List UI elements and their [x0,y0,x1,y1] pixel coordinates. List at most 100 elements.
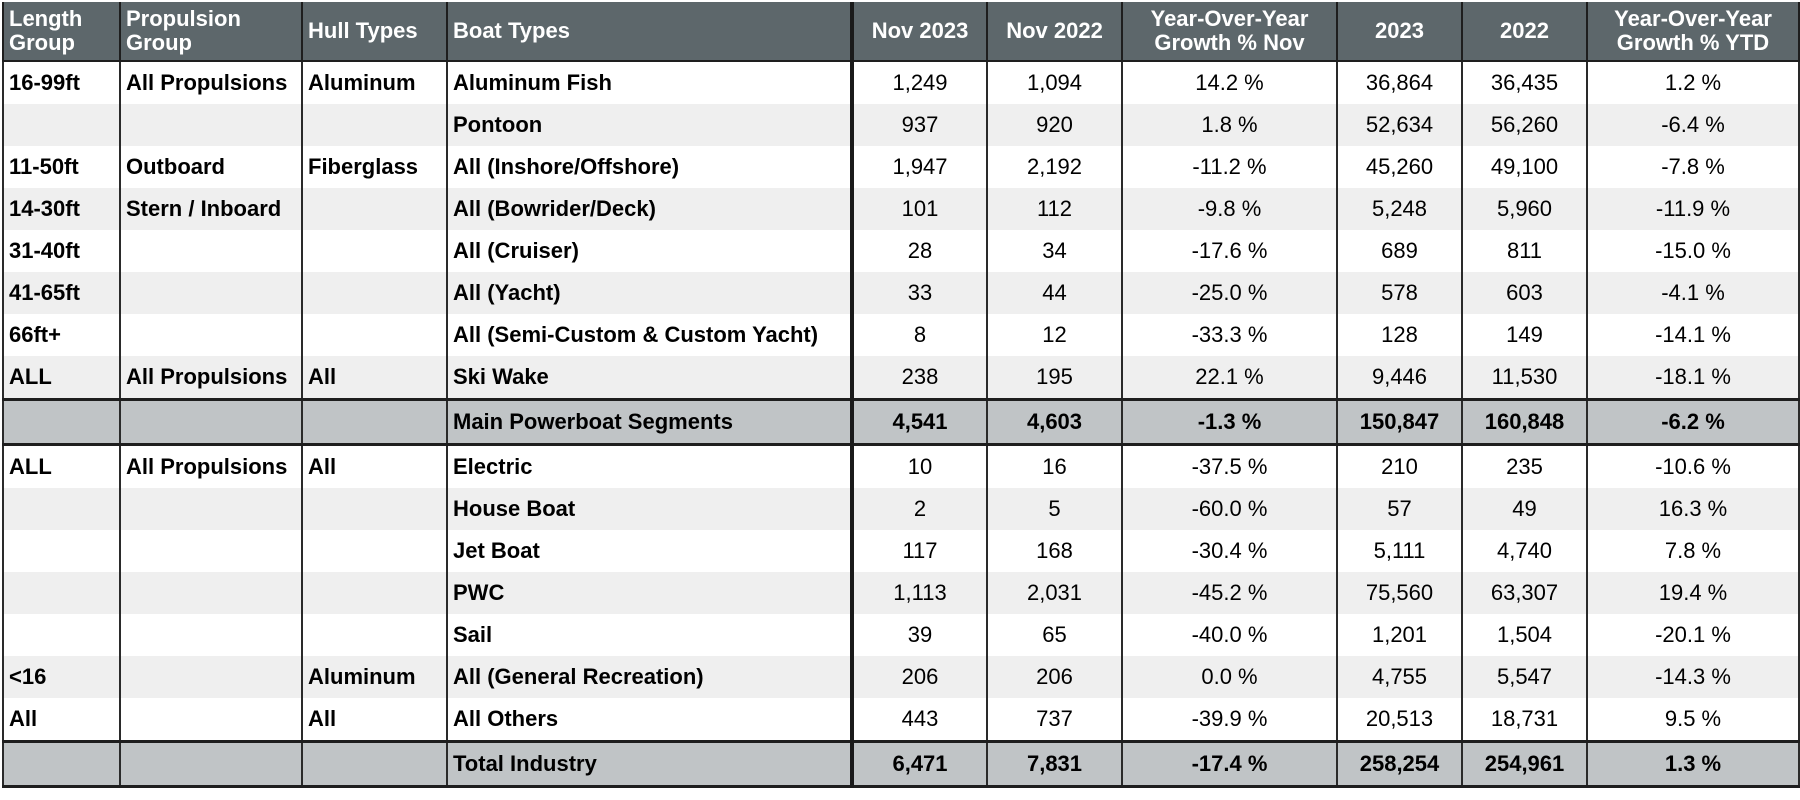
cell-nov-2022: 5 [986,488,1123,530]
cell-yoy-growth-nov: -1.3 % [1121,398,1338,446]
cell-ytd-2023: 36,864 [1336,61,1463,104]
cell-yoy-growth-nov: -11.2 % [1121,146,1338,188]
table-row: 31-40ft All (Cruiser) 28 34 -17.6 % 689 811 -15… [2,230,1800,272]
table-total-row: Main Powerboat Segments 4,541 4,603 -1.3 % 1… [2,398,1800,446]
cell-yoy-growth-nov: 14.2 % [1121,61,1338,104]
cell-length-group: All [2,698,121,742]
table-total-row: Total Industry 6,471 7,831 -17.4 % 258,254 25… [2,740,1800,788]
cell-ytd-2022: 49,100 [1461,146,1588,188]
cell-nov-2022: 34 [986,230,1123,272]
cell-yoy-growth-ytd: 7.8 % [1586,530,1800,572]
cell-boat-type: Sail [446,614,853,656]
cell-propulsion-group [119,614,303,656]
cell-nov-2022: 920 [986,104,1123,146]
cell-nov-2023: 33 [850,272,988,314]
column-header-hull-type: Hull Types [301,2,448,62]
cell-yoy-growth-ytd: -20.1 % [1586,614,1800,656]
cell-nov-2022: 112 [986,188,1123,230]
table-body: 16-99ft All Propulsions Aluminum Aluminum F… [2,61,1800,788]
cell-length-group [2,530,121,572]
cell-nov-2023: 937 [850,104,988,146]
cell-yoy-growth-ytd: -10.6 % [1586,444,1800,488]
cell-yoy-growth-ytd: -4.1 % [1586,272,1800,314]
cell-nov-2023: 4,541 [850,398,988,446]
cell-yoy-growth-nov: -45.2 % [1121,572,1338,614]
cell-ytd-2022: 49 [1461,488,1588,530]
cell-boat-type: Aluminum Fish [446,61,853,104]
cell-nov-2023: 39 [850,614,988,656]
cell-nov-2023: 101 [850,188,988,230]
cell-ytd-2022: 4,740 [1461,530,1588,572]
table-header: Length Group Propulsion Group Hull Types Boat… [2,2,1800,62]
cell-nov-2022: 44 [986,272,1123,314]
cell-nov-2023: 238 [850,356,988,400]
cell-hull-type [301,314,448,356]
cell-yoy-growth-nov: -37.5 % [1121,444,1338,488]
cell-boat-type: PWC [446,572,853,614]
cell-ytd-2022: 63,307 [1461,572,1588,614]
cell-nov-2023: 443 [850,698,988,742]
cell-ytd-2023: 20,513 [1336,698,1463,742]
cell-hull-type [301,230,448,272]
cell-propulsion-group: All Propulsions [119,356,303,400]
cell-nov-2023: 1,249 [850,61,988,104]
cell-propulsion-group: All Propulsions [119,444,303,488]
cell-nov-2022: 168 [986,530,1123,572]
cell-propulsion-group [119,698,303,742]
column-header-boat-type: Boat Types [446,2,853,62]
cell-yoy-growth-nov: -60.0 % [1121,488,1338,530]
table-row: 66ft+ All (Semi-Custom & Custom Yacht) 8 12… [2,314,1800,356]
cell-hull-type [301,572,448,614]
cell-boat-type: All (Inshore/Offshore) [446,146,853,188]
column-header-length-group: Length Group [2,2,121,62]
cell-propulsion-group [119,572,303,614]
cell-yoy-growth-nov: -39.9 % [1121,698,1338,742]
table-row: Jet Boat 117 168 -30.4 % 5,111 4,740 7.8 % [2,530,1800,572]
cell-ytd-2023: 9,446 [1336,356,1463,400]
cell-ytd-2023: 150,847 [1336,398,1463,446]
cell-propulsion-group [119,230,303,272]
cell-yoy-growth-ytd: -6.4 % [1586,104,1800,146]
cell-ytd-2022: 235 [1461,444,1588,488]
table-row: All All All Others 443 737 -39.9 % 20,513 18,73… [2,698,1800,742]
table-row: ALL All Propulsions All Ski Wake 238 195 22.1 … [2,356,1800,400]
cell-boat-type: All Others [446,698,853,742]
cell-ytd-2023: 210 [1336,444,1463,488]
cell-yoy-growth-nov: -40.0 % [1121,614,1338,656]
cell-boat-type: All (General Recreation) [446,656,853,698]
cell-yoy-growth-ytd: -18.1 % [1586,356,1800,400]
cell-yoy-growth-nov: -30.4 % [1121,530,1338,572]
cell-yoy-growth-nov: 22.1 % [1121,356,1338,400]
cell-length-group: 16-99ft [2,61,121,104]
cell-nov-2023: 117 [850,530,988,572]
cell-propulsion-group [119,398,303,446]
cell-ytd-2023: 4,755 [1336,656,1463,698]
cell-ytd-2022: 603 [1461,272,1588,314]
cell-hull-type [301,740,448,788]
cell-propulsion-group [119,530,303,572]
cell-propulsion-group: Outboard [119,146,303,188]
table-row: 14-30ft Stern / Inboard All (Bowrider/Deck… [2,188,1800,230]
cell-hull-type: All [301,444,448,488]
table-row: ALL All Propulsions All Electric 10 16 -37.5 %… [2,444,1800,488]
cell-yoy-growth-ytd: 16.3 % [1586,488,1800,530]
header-row: Length Group Propulsion Group Hull Types Boat… [2,2,1800,62]
cell-ytd-2022: 11,530 [1461,356,1588,400]
cell-nov-2022: 7,831 [986,740,1123,788]
cell-hull-type: Fiberglass [301,146,448,188]
cell-hull-type [301,272,448,314]
cell-hull-type: Aluminum [301,61,448,104]
cell-ytd-2023: 57 [1336,488,1463,530]
cell-nov-2023: 6,471 [850,740,988,788]
cell-ytd-2022: 160,848 [1461,398,1588,446]
cell-ytd-2023: 128 [1336,314,1463,356]
cell-yoy-growth-ytd: 1.2 % [1586,61,1800,104]
cell-length-group [2,104,121,146]
cell-boat-type: All (Semi-Custom & Custom Yacht) [446,314,853,356]
cell-boat-type: All (Yacht) [446,272,853,314]
cell-propulsion-group [119,656,303,698]
cell-propulsion-group [119,488,303,530]
cell-nov-2022: 737 [986,698,1123,742]
cell-length-group [2,398,121,446]
cell-hull-type: All [301,698,448,742]
